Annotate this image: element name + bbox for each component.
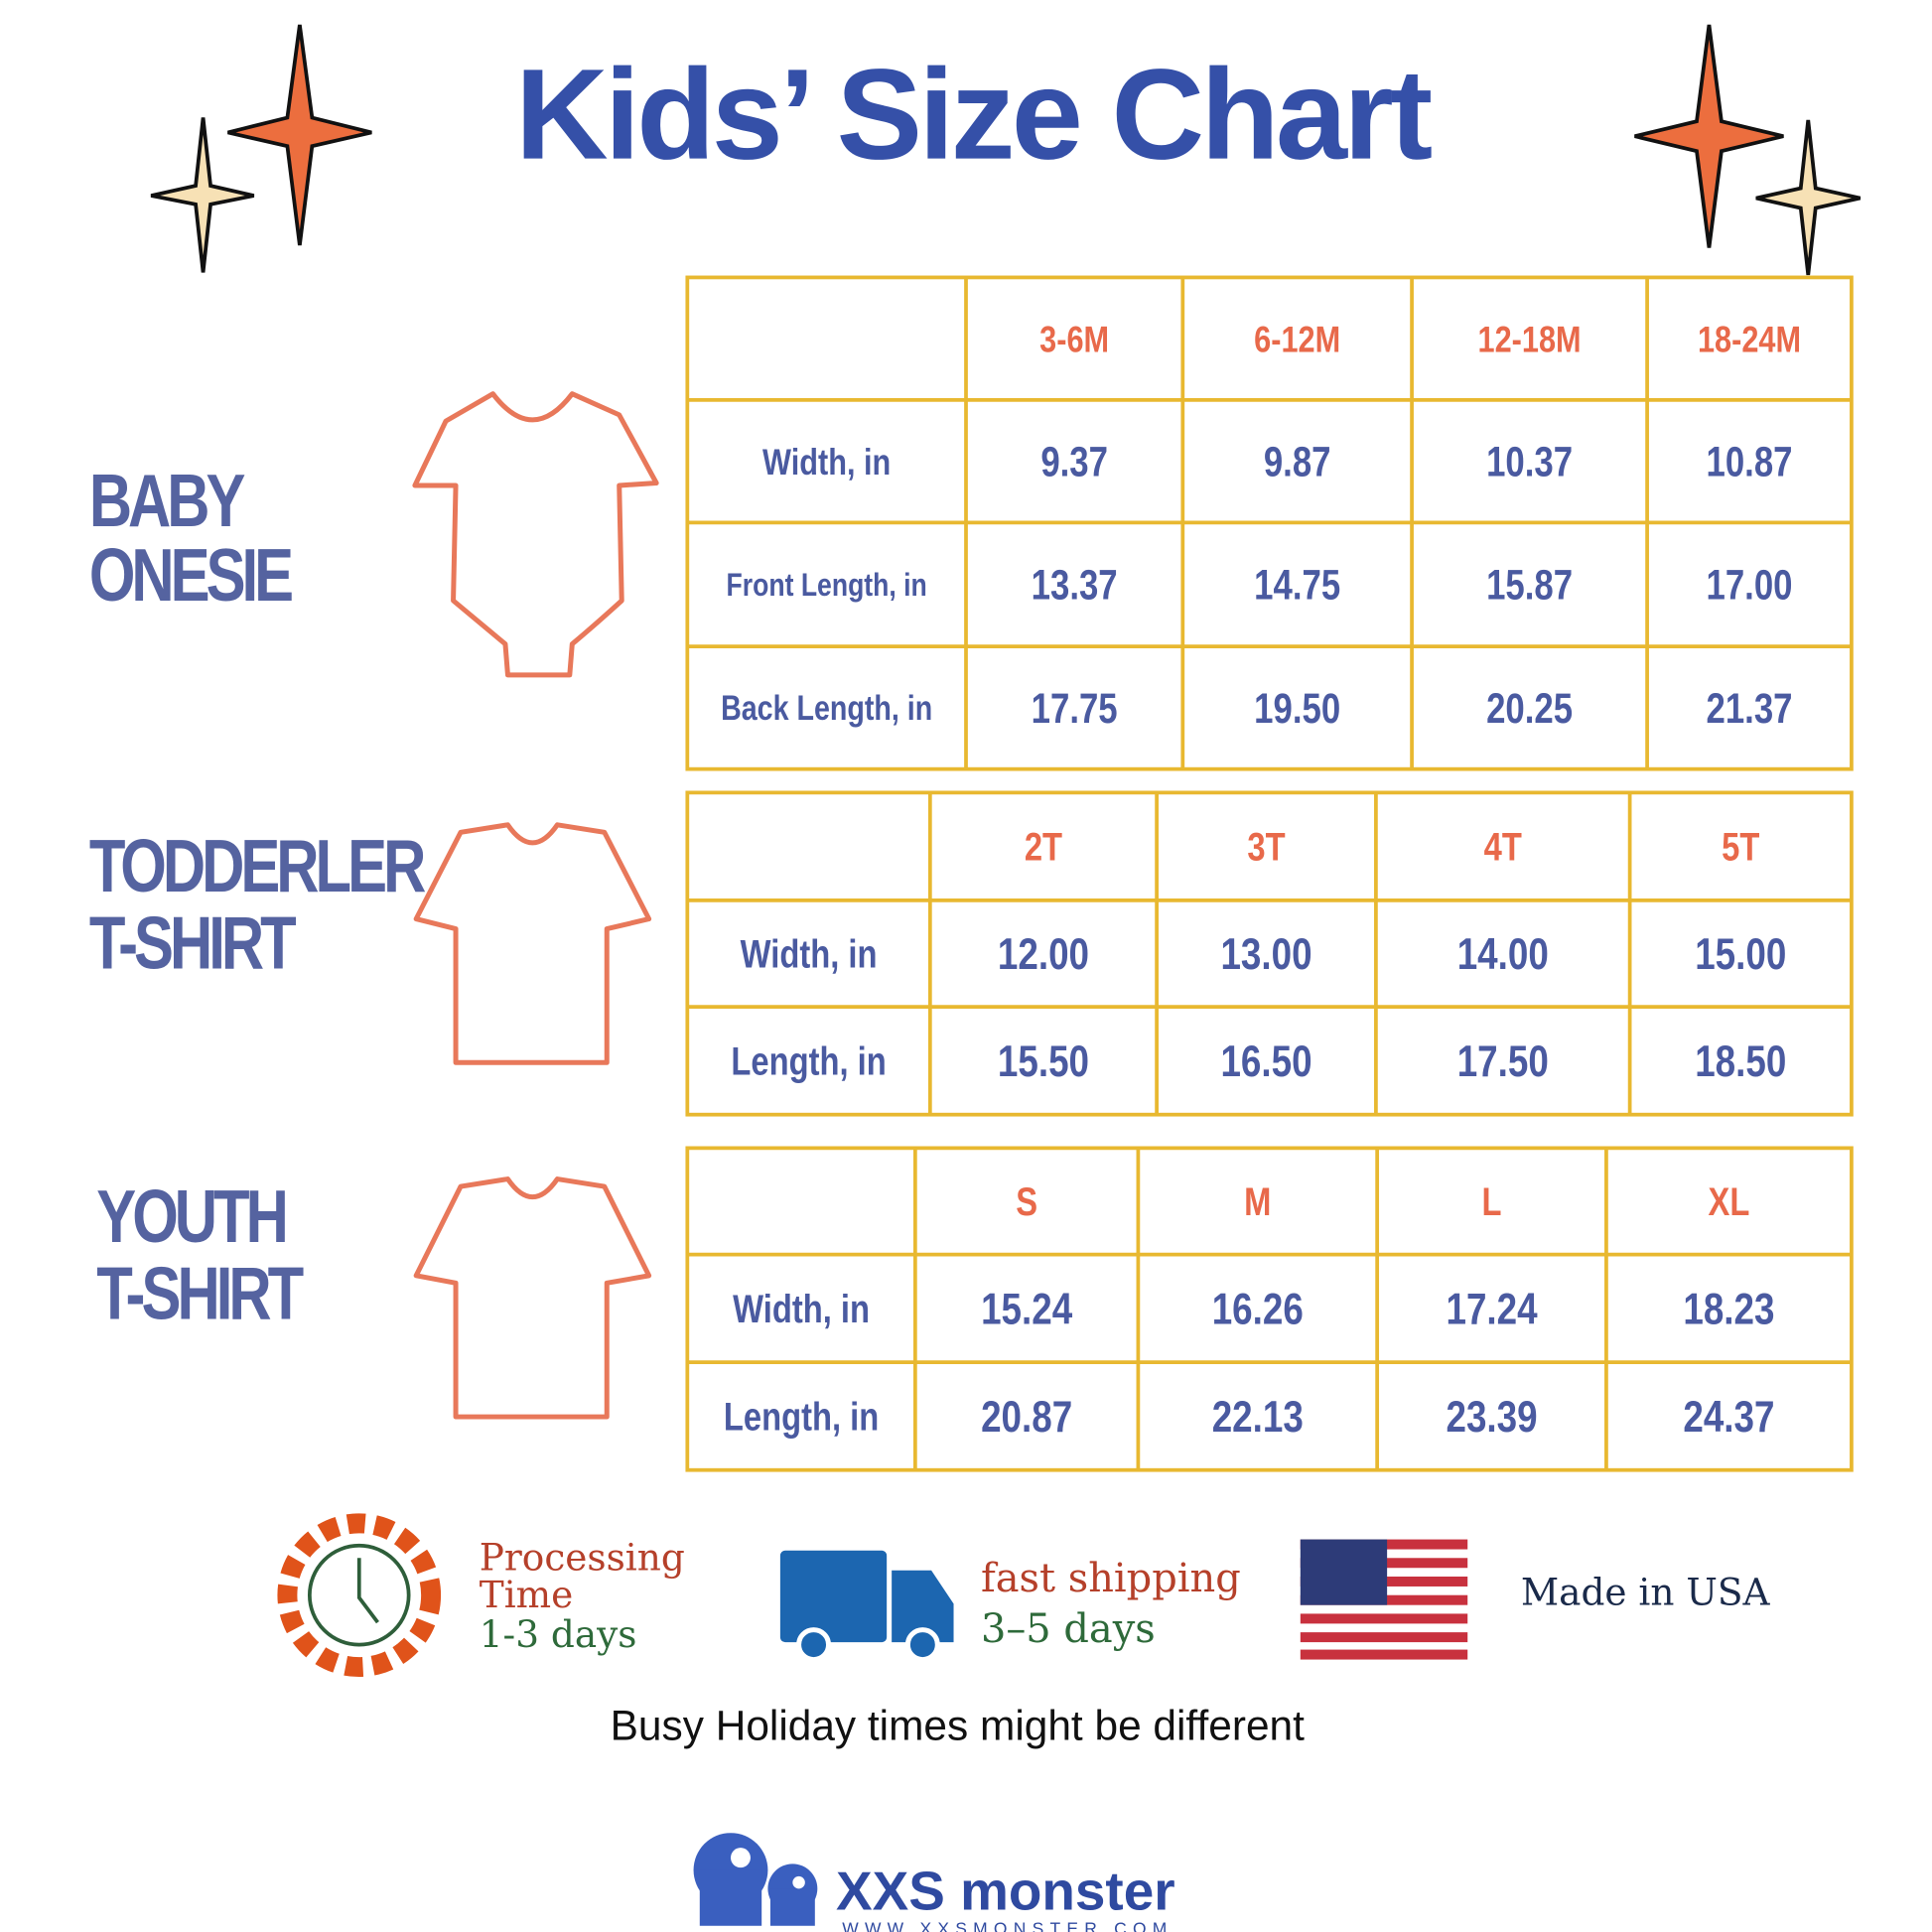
row-name: Length, in <box>724 1394 879 1439</box>
cell-value: 20.87 <box>981 1392 1072 1442</box>
cell-value: 17.75 <box>1032 686 1118 733</box>
brand-url: WWW.XXSMONSTER.COM <box>842 1918 1173 1932</box>
size-header: XL <box>1709 1179 1750 1224</box>
note: Busy Holiday times might be different <box>611 1703 1305 1749</box>
cell-value: 13.37 <box>1032 562 1118 609</box>
cell-value: 10.87 <box>1707 439 1793 485</box>
cell-value: 23.39 <box>1446 1392 1537 1442</box>
title: Kids’ Size Chart <box>515 44 1432 187</box>
size-header: 4T <box>1484 825 1522 870</box>
cell-value: 24.37 <box>1683 1392 1774 1442</box>
cell-value: 15.24 <box>981 1284 1072 1333</box>
row-name: Length, in <box>731 1038 886 1083</box>
cell-value: 18.23 <box>1683 1284 1774 1333</box>
cell-value: 17.00 <box>1707 562 1793 609</box>
feature-text: Time <box>480 1573 574 1616</box>
feature-text: 1-3 days <box>480 1612 637 1656</box>
size-header: M <box>1244 1179 1271 1224</box>
garment-icons <box>412 391 659 1420</box>
cell-value: 9.87 <box>1264 439 1331 485</box>
feature-icons <box>277 1513 1468 1926</box>
feature-text: Processing <box>480 1536 685 1580</box>
cell-value: 21.37 <box>1707 686 1793 733</box>
stars <box>150 24 1862 276</box>
row-name: Front Length, in <box>727 568 927 604</box>
feature-text: fast shipping <box>981 1556 1241 1601</box>
cell-value: 16.26 <box>1212 1284 1304 1333</box>
table-border <box>685 1146 1854 1472</box>
cell-value: 9.37 <box>1040 439 1108 485</box>
cell-value: 10.37 <box>1486 439 1573 485</box>
size-header: 3T <box>1247 825 1285 870</box>
row-name: Back Length, in <box>721 688 932 727</box>
cell-value: 17.50 <box>1457 1036 1549 1086</box>
row-name: Width, in <box>741 931 878 976</box>
cell-value: 22.13 <box>1212 1392 1304 1442</box>
cell-value: 14.00 <box>1457 929 1549 979</box>
size-header: 18-24M <box>1698 319 1801 360</box>
cell-value: 12.00 <box>998 929 1089 979</box>
cell-value: 15.00 <box>1695 929 1786 979</box>
cell-value: 18.50 <box>1695 1036 1786 1086</box>
cell-value: 13.00 <box>1220 929 1311 979</box>
size-header: 12-18M <box>1478 319 1582 360</box>
row-name: Width, in <box>762 442 891 483</box>
cell-value: 19.50 <box>1254 686 1340 733</box>
section-label: BABY <box>89 461 245 543</box>
brand-name: XXS monster <box>836 1861 1175 1922</box>
section-label: T-SHIRT <box>96 1253 304 1335</box>
cell-value: 20.25 <box>1486 686 1573 733</box>
cell-value: 14.75 <box>1254 562 1340 609</box>
size-header: L <box>1482 1179 1502 1224</box>
size-header: S <box>1016 1179 1037 1224</box>
section-label: ONESIE <box>89 535 292 618</box>
cell-value: 16.50 <box>1220 1036 1311 1086</box>
size-header: 3-6M <box>1039 319 1109 360</box>
cell-value: 15.50 <box>998 1036 1089 1086</box>
section-label: YOUTH <box>96 1176 285 1259</box>
cell-value: 17.24 <box>1446 1284 1537 1333</box>
table-border <box>685 790 1854 1117</box>
size-header: 2T <box>1025 825 1062 870</box>
section-label: T-SHIRT <box>89 902 297 985</box>
cell-value: 15.87 <box>1486 562 1573 609</box>
size-header: 6-12M <box>1254 319 1340 360</box>
feature-text: 3–5 days <box>981 1606 1156 1652</box>
size-header: 5T <box>1722 825 1759 870</box>
row-name: Width, in <box>733 1287 870 1331</box>
section-label: TODDERLER <box>89 826 426 908</box>
feature-text: Made in USA <box>1521 1571 1771 1614</box>
